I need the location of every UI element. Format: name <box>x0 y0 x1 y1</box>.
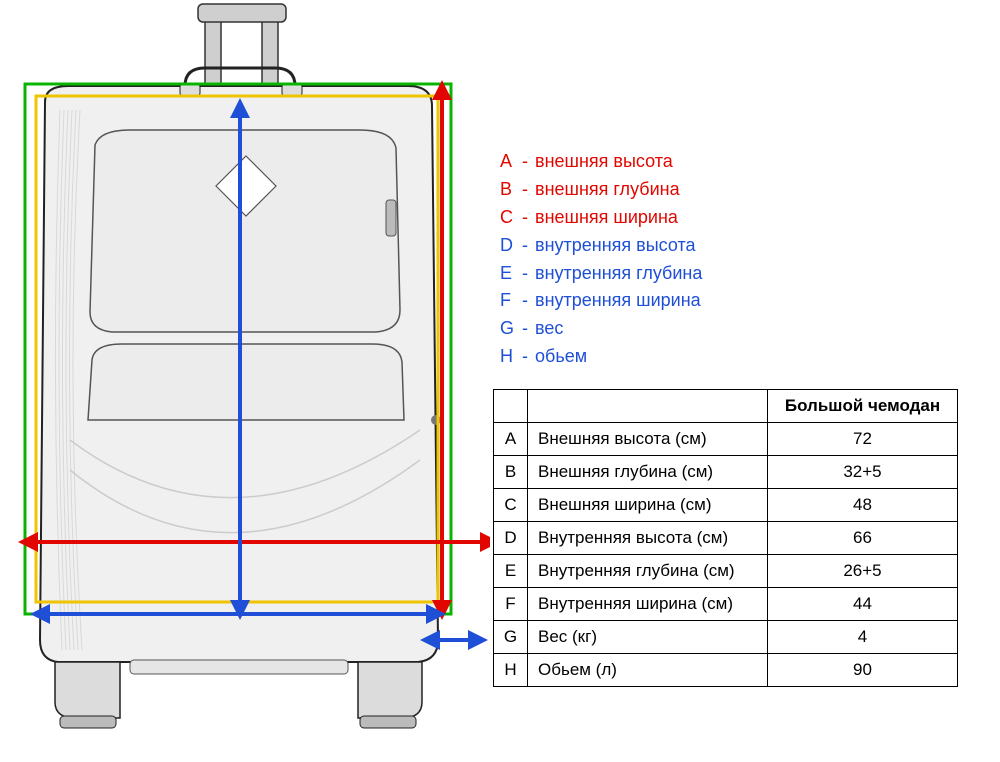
legend-label: внешняя высота <box>535 151 673 171</box>
row-code: H <box>494 654 528 687</box>
table-row: EВнутренняя глубина (см)26+5 <box>494 555 958 588</box>
legend-item-e: E- внутренняя глубина <box>500 260 990 288</box>
legend-code: B <box>500 176 522 204</box>
row-value: 44 <box>768 588 958 621</box>
legend-code: A <box>500 148 522 176</box>
row-code: D <box>494 522 528 555</box>
legend-label: вес <box>535 318 563 338</box>
row-label: Обьем (л) <box>528 654 768 687</box>
legend-item-g: G- вес <box>500 315 990 343</box>
row-label: Внешняя ширина (см) <box>528 489 768 522</box>
spec-table: Большой чемоданAВнешняя высота (см)72BВн… <box>493 389 958 687</box>
row-value: 66 <box>768 522 958 555</box>
table-row: DВнутренняя высота (см)66 <box>494 522 958 555</box>
legend-label: внешняя глубина <box>535 179 680 199</box>
row-value: 26+5 <box>768 555 958 588</box>
row-value: 32+5 <box>768 456 958 489</box>
row-value: 4 <box>768 621 958 654</box>
legend-item-a: A- внешняя высота <box>500 148 990 176</box>
legend-item-d: D- внутренняя высота <box>500 232 990 260</box>
row-label: Внешняя высота (см) <box>528 423 768 456</box>
legend-item-h: H- обьем <box>500 343 990 371</box>
suitcase-diagram <box>0 0 490 762</box>
row-value: 72 <box>768 423 958 456</box>
row-label: Вес (кг) <box>528 621 768 654</box>
row-label: Внешняя глубина (см) <box>528 456 768 489</box>
table-row: BВнешняя глубина (см)32+5 <box>494 456 958 489</box>
table-row: CВнешняя ширина (см)48 <box>494 489 958 522</box>
row-code: C <box>494 489 528 522</box>
legend-code: E <box>500 260 522 288</box>
legend-item-b: B- внешняя глубина <box>500 176 990 204</box>
table-row: GВес (кг)4 <box>494 621 958 654</box>
row-label: Внутренняя глубина (см) <box>528 555 768 588</box>
legend-code: F <box>500 287 522 315</box>
legend-item-c: C- внешняя ширина <box>500 204 990 232</box>
legend-label: внешняя ширина <box>535 207 678 227</box>
legend-label: внутренняя высота <box>535 235 696 255</box>
row-code: E <box>494 555 528 588</box>
legend-item-f: F- внутренняя ширина <box>500 287 990 315</box>
legend-code: C <box>500 204 522 232</box>
legend-code: H <box>500 343 522 371</box>
row-code: B <box>494 456 528 489</box>
table-row: AВнешняя высота (см)72 <box>494 423 958 456</box>
legend-label: внутренняя ширина <box>535 290 701 310</box>
row-value: 48 <box>768 489 958 522</box>
legend-label: внутренняя глубина <box>535 263 702 283</box>
row-value: 90 <box>768 654 958 687</box>
table-header-value: Большой чемодан <box>768 390 958 423</box>
row-code: G <box>494 621 528 654</box>
row-label: Внутренняя ширина (см) <box>528 588 768 621</box>
diagram-panel <box>0 0 490 762</box>
legend-code: G <box>500 315 522 343</box>
dimension-legend: A- внешняя высотаB- внешняя глубинаC- вн… <box>500 148 990 371</box>
table-row: FВнутренняя ширина (см)44 <box>494 588 958 621</box>
row-label: Внутренняя высота (см) <box>528 522 768 555</box>
legend-label: обьем <box>535 346 587 366</box>
table-row: HОбьем (л)90 <box>494 654 958 687</box>
legend-code: D <box>500 232 522 260</box>
row-code: F <box>494 588 528 621</box>
row-code: A <box>494 423 528 456</box>
